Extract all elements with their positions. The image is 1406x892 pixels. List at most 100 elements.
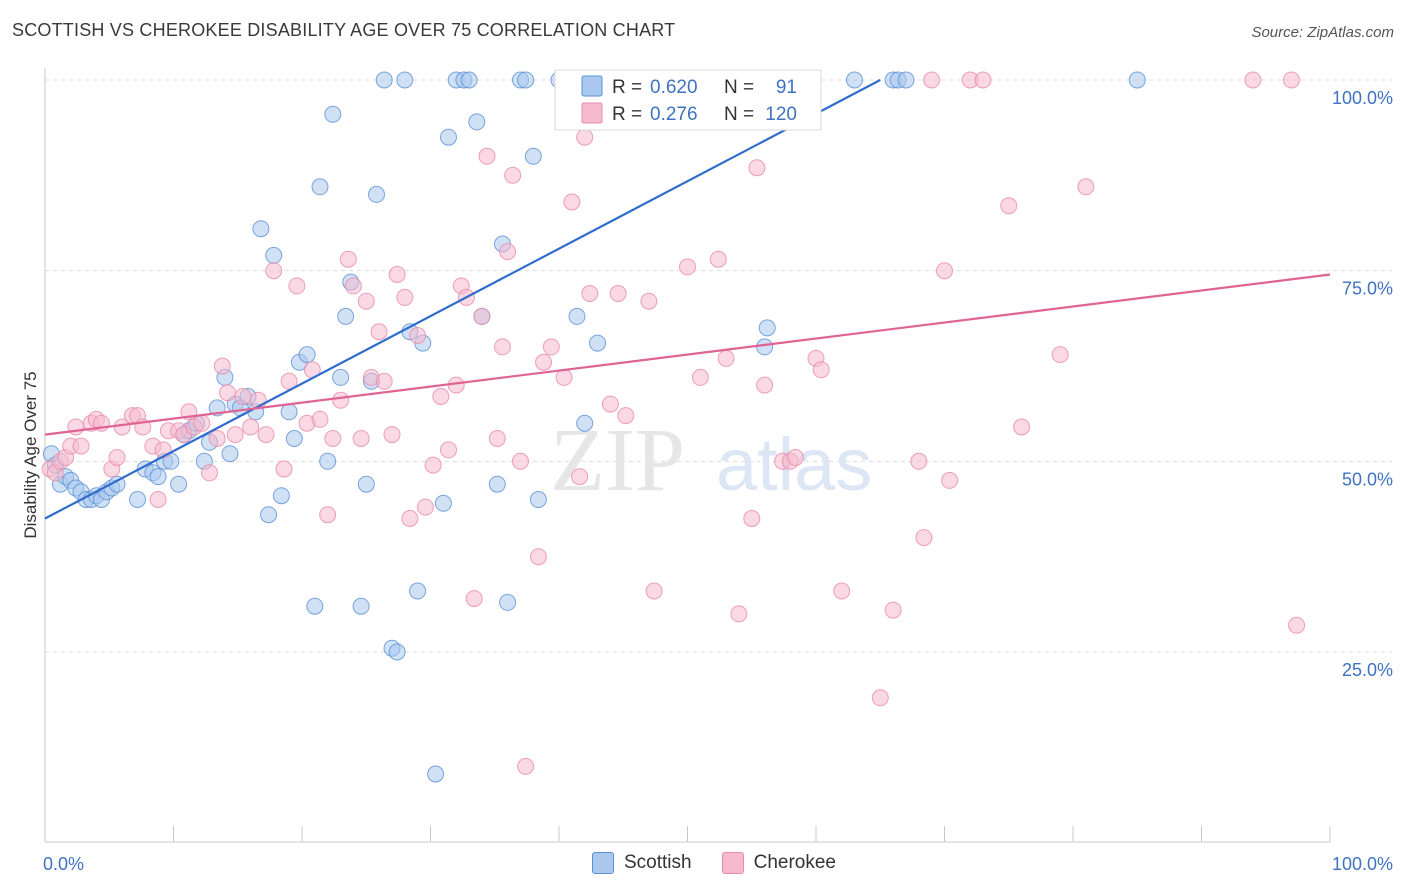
data-point-scottish [375, 71, 393, 89]
data-point-cherokee [645, 582, 663, 600]
data-point-cherokee [923, 71, 941, 89]
data-point-cherokee [473, 307, 491, 325]
data-point-cherokee [1051, 346, 1069, 364]
data-point-scottish [265, 246, 283, 264]
data-point-cherokee [319, 506, 337, 524]
watermark-zip: ZIP [550, 411, 685, 510]
data-point-cherokee [401, 510, 419, 527]
cherokee-swatch [581, 102, 603, 124]
data-point-cherokee [265, 262, 283, 280]
data-point-cherokee [352, 430, 370, 447]
data-point-cherokee [529, 548, 547, 566]
data-point-scottish [324, 105, 342, 123]
data-point-cherokee [504, 166, 522, 184]
data-point-cherokee [709, 250, 727, 268]
x-tick-label: 0.0% [43, 854, 84, 874]
legend-swatch-scottish [592, 852, 614, 874]
data-point-scottish [252, 220, 270, 238]
data-point-cherokee [332, 391, 350, 409]
data-point-cherokee [1077, 178, 1095, 196]
data-point-cherokee [517, 757, 535, 775]
trend-lines [44, 79, 1331, 520]
data-point-cherokee [1283, 71, 1300, 89]
data-point-cherokee [226, 426, 244, 444]
data-point-scottish [129, 491, 146, 508]
data-point-scottish [460, 71, 478, 89]
data-point-cherokee [357, 292, 375, 310]
source-label: Source: ZipAtlas.com [1251, 24, 1394, 41]
data-point-cherokee [786, 449, 804, 466]
data-point-scottish [524, 147, 542, 165]
data-point-scottish [149, 468, 167, 486]
data-point-cherokee [743, 510, 761, 527]
data-point-scottish [409, 582, 427, 600]
data-point-cherokee [609, 285, 627, 302]
tick-labels: 25.0% 50.0% 75.0% 100.0% 0.0% 100.0% [43, 88, 1393, 874]
data-point-scottish [434, 494, 452, 512]
legend-label-cherokee: Cherokee [753, 852, 836, 873]
data-point-cherokee [1288, 616, 1306, 634]
data-point-scottish [280, 403, 298, 421]
data-point-scottish [285, 430, 303, 447]
watermark: ZIP atlas [550, 411, 872, 510]
data-point-cherokee [833, 582, 851, 600]
data-point-cherokee [275, 460, 293, 478]
data-point-scottish [758, 319, 776, 337]
data-point-cherokee [465, 590, 483, 608]
data-point-cherokee [601, 395, 619, 413]
data-point-cherokee [581, 285, 599, 302]
stats-r-value-scottish: 0.620 [650, 77, 698, 98]
data-point-scottish [388, 643, 406, 661]
stats-legend: R = 0.620 N = 91 R = 0.276 N = 120 [554, 69, 822, 131]
data-point-cherokee [370, 323, 388, 341]
data-point-cherokee [563, 193, 581, 211]
data-point-scottish [319, 452, 337, 470]
data-point-cherokee [242, 418, 260, 436]
stats-n-value-scottish: 91 [776, 77, 797, 98]
data-point-cherokee [208, 430, 226, 447]
stats-n-label-cherokee: N = [724, 104, 754, 125]
data-point-scottish [529, 491, 547, 508]
data-point-scottish [170, 475, 188, 493]
data-point-cherokee [617, 407, 635, 425]
data-point-cherokee [915, 529, 933, 547]
data-point-cherokee [1244, 71, 1262, 89]
data-point-cherokee [974, 71, 992, 89]
data-point-scottish [468, 113, 486, 131]
data-point-scottish [517, 71, 535, 89]
data-point-cherokee [1000, 197, 1018, 215]
data-point-scottish [260, 506, 278, 524]
series-cherokee [41, 71, 1306, 775]
data-point-cherokee [201, 464, 218, 482]
data-point-cherokee [311, 410, 329, 428]
data-point-cherokee [409, 327, 427, 344]
data-point-cherokee [257, 426, 275, 444]
data-point-cherokee [388, 266, 406, 283]
data-point-scottish [1128, 71, 1146, 89]
data-point-cherokee [478, 147, 496, 165]
data-point-cherokee [941, 471, 959, 489]
data-point-cherokee [871, 689, 889, 707]
data-point-cherokee [494, 338, 511, 356]
y-tick-label: 100.0% [1332, 88, 1393, 108]
data-point-cherokee [424, 456, 442, 474]
data-point-cherokee [640, 292, 658, 310]
data-point-cherokee [213, 357, 231, 375]
y-tick-label: 25.0% [1342, 660, 1393, 680]
data-point-cherokee [571, 468, 589, 486]
data-point-cherokee [149, 491, 167, 508]
data-point-scottish [221, 445, 239, 463]
data-point-scottish [756, 338, 774, 356]
data-point-cherokee [1013, 418, 1031, 436]
data-point-scottish [332, 368, 350, 386]
data-point-scottish [337, 307, 355, 325]
data-points [41, 71, 1306, 783]
series-scottish [42, 71, 1146, 783]
data-point-scottish [298, 346, 316, 364]
data-point-cherokee [679, 258, 696, 276]
stats-n-value-cherokee: 120 [765, 104, 797, 125]
data-point-scottish [568, 307, 586, 325]
stats-r-label-scottish: R = [612, 77, 642, 98]
chart-title: SCOTTISH VS CHEROKEE DISABILITY AGE OVER… [12, 20, 676, 40]
data-point-cherokee [375, 372, 393, 390]
